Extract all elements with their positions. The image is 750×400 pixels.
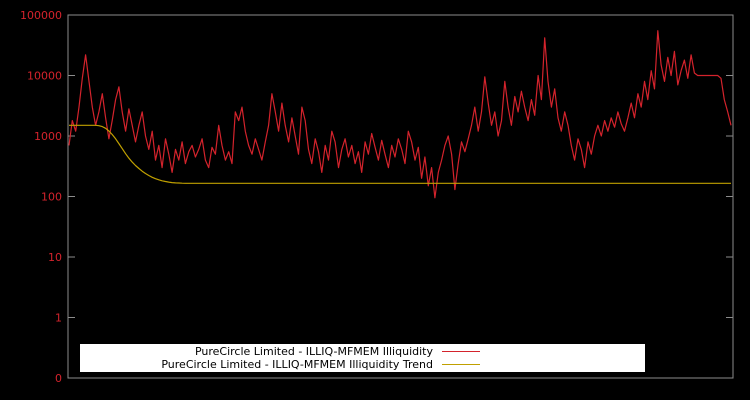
legend-item-trend: PureCircle Limited - ILLIQ-MFMEM Illiqui…: [80, 358, 645, 371]
y-tick-label: 10: [48, 251, 62, 264]
series-line-0: [68, 30, 732, 199]
y-tick-label: 1000: [34, 130, 62, 143]
legend-label-illiquidity: PureCircle Limited - ILLIQ-MFMEM Illiqui…: [194, 345, 433, 358]
y-tick-label: 0: [55, 372, 62, 385]
legend-label-trend: PureCircle Limited - ILLIQ-MFMEM Illiqui…: [161, 358, 433, 371]
legend-item-illiquidity: PureCircle Limited - ILLIQ-MFMEM Illiqui…: [80, 345, 645, 358]
y-tick-label: 100000: [20, 9, 62, 22]
y-tick-label: 100: [41, 191, 62, 204]
legend-line-sample-trend: [442, 364, 480, 365]
legend: PureCircle Limited - ILLIQ-MFMEM Illiqui…: [80, 344, 645, 372]
legend-line-sample-illiquidity: [442, 351, 480, 352]
y-tick-label: 1: [55, 312, 62, 325]
y-tick-label: 10000: [27, 70, 62, 83]
series-line-1: [69, 124, 731, 184]
plot-frame: [67, 14, 734, 379]
